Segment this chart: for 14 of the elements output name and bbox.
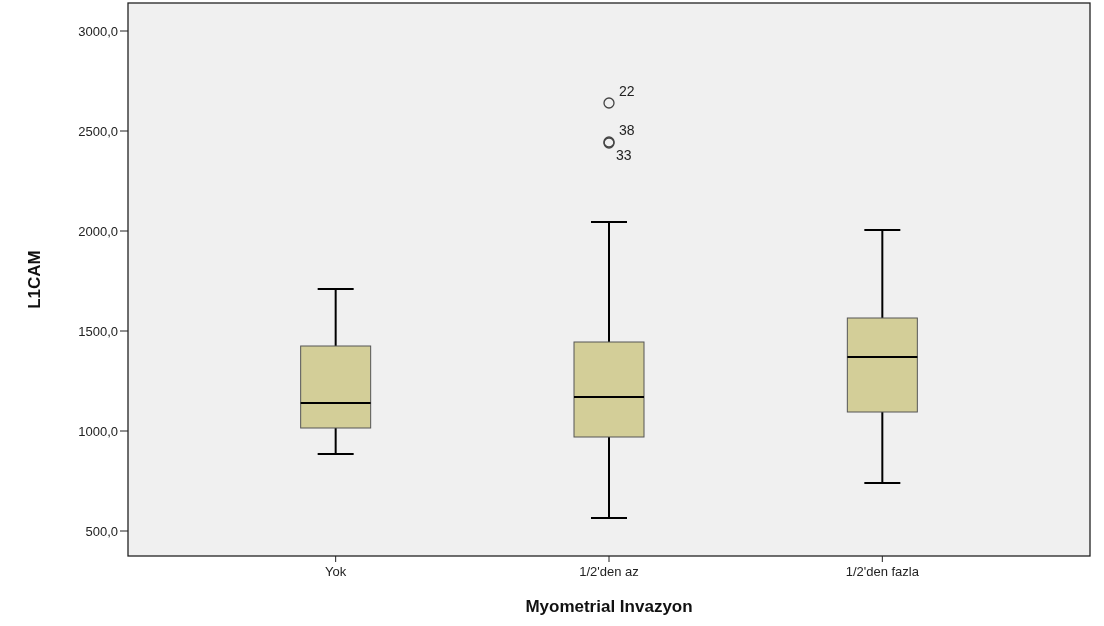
y-tick-label: 500,0: [85, 523, 118, 539]
y-tick-label: 2500,0: [78, 123, 118, 139]
annotation: 33: [616, 147, 632, 163]
annotation: 22: [619, 83, 635, 99]
y-tick-label: 2000,0: [78, 223, 118, 239]
x-tick-label: 1/2'den az: [579, 564, 639, 579]
x-tick-label: 1/2'den fazla: [845, 564, 920, 579]
y-tick-label: 1000,0: [78, 423, 118, 439]
y-tick-label: 3000,0: [78, 23, 118, 39]
y-axis-title: L1CAM: [25, 250, 44, 309]
y-tick-label: 1500,0: [78, 323, 118, 339]
annotation: 38: [619, 122, 635, 138]
x-tick-label: Yok: [325, 564, 347, 579]
x-axis-title: Myometrial Invazyon: [525, 597, 693, 616]
